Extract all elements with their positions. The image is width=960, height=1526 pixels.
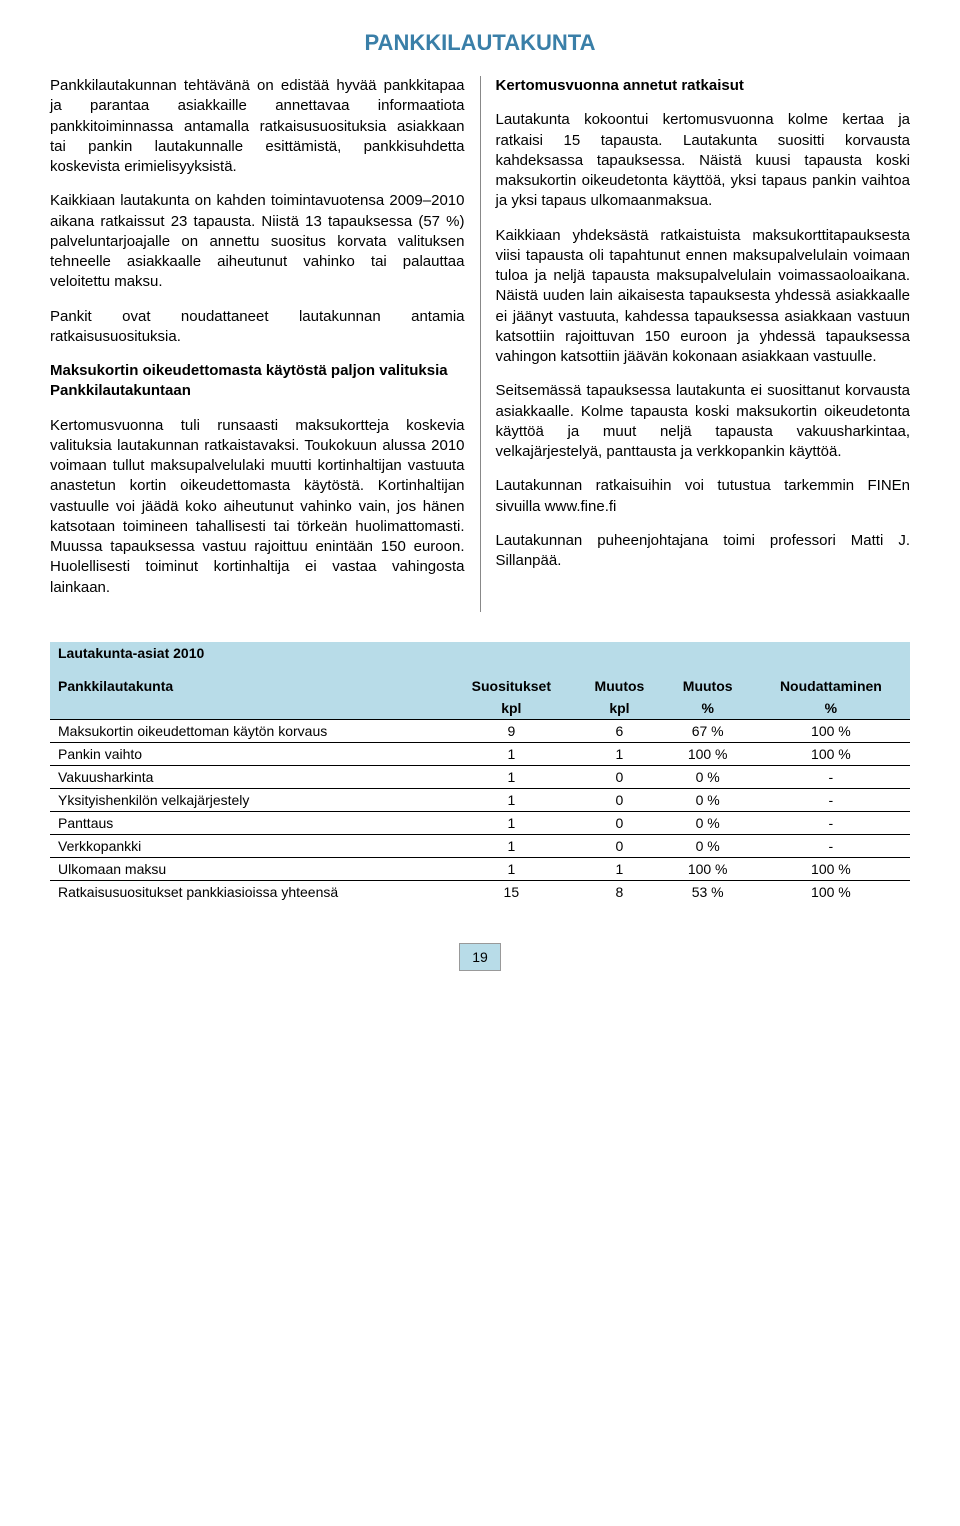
table-cell: 9 bbox=[447, 719, 575, 742]
left-column: Pankkilautakunnan tehtävänä on edistää h… bbox=[50, 76, 480, 612]
table-cell: 1 bbox=[575, 857, 663, 880]
table-cell: 1 bbox=[447, 788, 575, 811]
page-number-container: 19 bbox=[50, 943, 910, 971]
table-row: Pankin vaihto11100 %100 % bbox=[50, 742, 910, 765]
table-cell: 53 % bbox=[664, 880, 752, 903]
table-row: Ulkomaan maksu11100 %100 % bbox=[50, 857, 910, 880]
table-cell: 100 % bbox=[664, 742, 752, 765]
right-p2: Kaikkiaan yhdeksästä ratkaistuista maksu… bbox=[496, 226, 911, 368]
table-cell: - bbox=[752, 834, 910, 857]
right-p1: Lautakunta kokoontui kertomusvuonna kolm… bbox=[496, 110, 911, 211]
left-p4: Kertomusvuonna tuli runsaasti maksukortt… bbox=[50, 416, 465, 598]
table-cell: Vakuusharkinta bbox=[50, 765, 447, 788]
sub-kpl-2: kpl bbox=[575, 697, 663, 720]
table-cell: 100 % bbox=[752, 857, 910, 880]
table-cell: - bbox=[752, 811, 910, 834]
table-cell: Yksityishenkilön velkajärjestely bbox=[50, 788, 447, 811]
page-title: PANKKILAUTAKUNTA bbox=[50, 30, 910, 56]
table-row: Ratkaisusuositukset pankkiasioissa yhtee… bbox=[50, 880, 910, 903]
col-muutos-pct: Muutos bbox=[664, 675, 752, 697]
table-cell: 0 bbox=[575, 765, 663, 788]
table-row: Panttaus100 %- bbox=[50, 811, 910, 834]
left-heading-1: Maksukortin oikeudettomasta käytöstä pal… bbox=[50, 361, 465, 402]
sub-pct-1: % bbox=[664, 697, 752, 720]
left-p3: Pankit ovat noudattaneet lautakunnan ant… bbox=[50, 307, 465, 348]
content-columns: Pankkilautakunnan tehtävänä on edistää h… bbox=[50, 76, 910, 612]
table-cell: 0 % bbox=[664, 765, 752, 788]
table-cell: 1 bbox=[575, 742, 663, 765]
table-row: Yksityishenkilön velkajärjestely100 %- bbox=[50, 788, 910, 811]
table-cell: 0 % bbox=[664, 788, 752, 811]
table-container: Lautakunta-asiat 2010 Pankkilautakunta S… bbox=[50, 642, 910, 903]
table-cell: Maksukortin oikeudettoman käytön korvaus bbox=[50, 719, 447, 742]
table-group-header: Pankkilautakunta bbox=[50, 675, 447, 697]
table-cell: 100 % bbox=[664, 857, 752, 880]
table-cell: 1 bbox=[447, 765, 575, 788]
data-table: Lautakunta-asiat 2010 Pankkilautakunta S… bbox=[50, 642, 910, 903]
table-body: Maksukortin oikeudettoman käytön korvaus… bbox=[50, 719, 910, 903]
col-noudattaminen: Noudattaminen bbox=[752, 675, 910, 697]
table-cell: 0 bbox=[575, 834, 663, 857]
table-cell: 0 % bbox=[664, 811, 752, 834]
table-cell: - bbox=[752, 765, 910, 788]
page-number: 19 bbox=[459, 943, 501, 971]
table-title: Lautakunta-asiat 2010 bbox=[50, 642, 910, 675]
table-cell: 6 bbox=[575, 719, 663, 742]
table-cell: 1 bbox=[447, 857, 575, 880]
sub-empty bbox=[50, 697, 447, 720]
table-cell: 0 bbox=[575, 811, 663, 834]
table-cell: 1 bbox=[447, 742, 575, 765]
table-cell: 1 bbox=[447, 811, 575, 834]
table-row: Verkkopankki100 %- bbox=[50, 834, 910, 857]
table-cell: Ulkomaan maksu bbox=[50, 857, 447, 880]
table-cell: 15 bbox=[447, 880, 575, 903]
table-cell: Verkkopankki bbox=[50, 834, 447, 857]
table-row: Vakuusharkinta100 %- bbox=[50, 765, 910, 788]
right-p4: Lautakunnan ratkaisuihin voi tutustua ta… bbox=[496, 476, 911, 517]
table-cell: 0 % bbox=[664, 834, 752, 857]
table-row: Maksukortin oikeudettoman käytön korvaus… bbox=[50, 719, 910, 742]
left-p1: Pankkilautakunnan tehtävänä on edistää h… bbox=[50, 76, 465, 177]
table-cell: 100 % bbox=[752, 742, 910, 765]
table-cell: 1 bbox=[447, 834, 575, 857]
table-cell: 8 bbox=[575, 880, 663, 903]
left-p2: Kaikkiaan lautakunta on kahden toimintav… bbox=[50, 191, 465, 292]
col-muutos-kpl: Muutos bbox=[575, 675, 663, 697]
table-cell: 0 bbox=[575, 788, 663, 811]
table-cell: 100 % bbox=[752, 880, 910, 903]
right-p3: Seitsemässä tapauksessa lautakunta ei su… bbox=[496, 381, 911, 462]
sub-pct-2: % bbox=[752, 697, 910, 720]
table-cell: Panttaus bbox=[50, 811, 447, 834]
col-suositukset: Suositukset bbox=[447, 675, 575, 697]
table-cell: - bbox=[752, 788, 910, 811]
table-cell: 100 % bbox=[752, 719, 910, 742]
right-heading-1: Kertomusvuonna annetut ratkaisut bbox=[496, 76, 911, 96]
table-cell: Pankin vaihto bbox=[50, 742, 447, 765]
right-column: Kertomusvuonna annetut ratkaisut Lautaku… bbox=[480, 76, 911, 612]
table-cell: 67 % bbox=[664, 719, 752, 742]
table-cell: Ratkaisusuositukset pankkiasioissa yhtee… bbox=[50, 880, 447, 903]
right-p5: Lautakunnan puheenjohtajana toimi profes… bbox=[496, 531, 911, 572]
sub-kpl-1: kpl bbox=[447, 697, 575, 720]
